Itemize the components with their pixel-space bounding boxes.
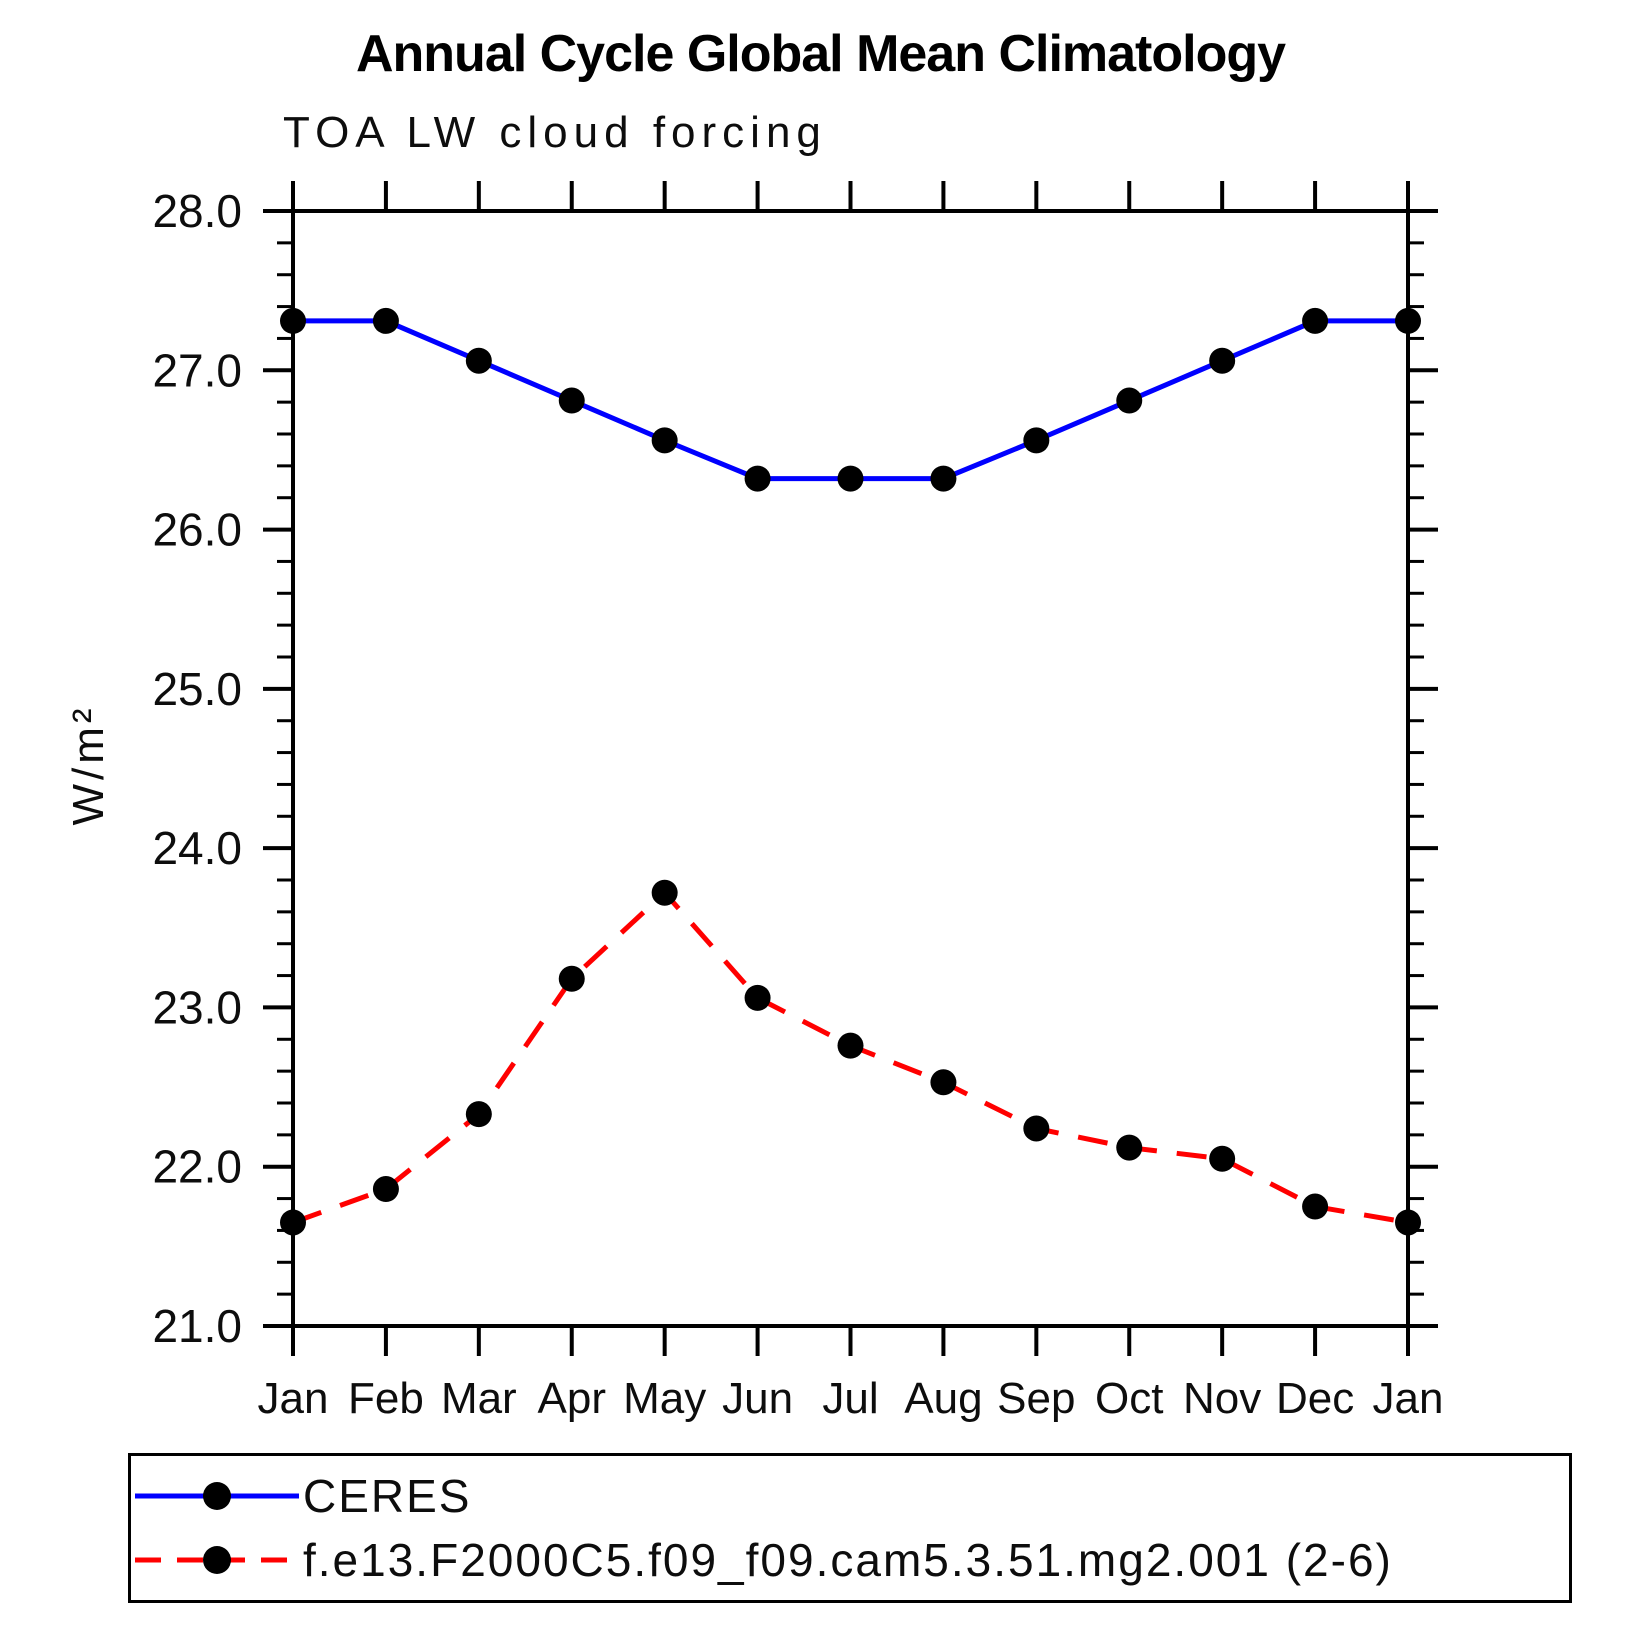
dashed-line-swatch-icon (135, 1546, 299, 1574)
data-point-dot (651, 427, 678, 454)
data-point-dot (1395, 307, 1421, 334)
x-tick-label: Jul (822, 1374, 878, 1423)
data-point-dot (837, 1032, 864, 1059)
x-tick-label: Mar (441, 1374, 517, 1423)
x-tick-label: Feb (348, 1374, 424, 1423)
x-tick-label: Sep (997, 1374, 1075, 1423)
legend-box: CERES f.e13.F2000C5.f09_f09.cam5.3.51.mg… (128, 1453, 1572, 1603)
data-point-dot (1302, 1193, 1329, 1220)
plot-frame (291, 209, 1410, 1328)
data-point-dot (930, 465, 957, 492)
y-tick-label: 24.0 (152, 822, 242, 874)
data-point-dot (280, 307, 306, 334)
data-point-dot (1395, 1209, 1421, 1236)
y-tick-label: 25.0 (152, 663, 242, 715)
data-point-dot (744, 984, 771, 1011)
solid-line-swatch-icon (135, 1482, 299, 1510)
data-point-dot (651, 879, 678, 906)
x-tick-label: Oct (1095, 1374, 1163, 1423)
data-point-dot (1116, 387, 1143, 414)
x-tick-label: May (623, 1374, 706, 1423)
x-tick-label: Nov (1183, 1374, 1261, 1423)
x-tick-label: Jan (1373, 1374, 1444, 1423)
data-point-dot (465, 347, 492, 374)
data-point-dot (1023, 1115, 1050, 1142)
x-tick-label: Jan (258, 1374, 329, 1423)
data-point-dot (1209, 1145, 1236, 1172)
data-point-dot (837, 465, 864, 492)
data-point-dot (558, 387, 585, 414)
data-point-dot (744, 465, 771, 492)
y-tick-label: 23.0 (152, 981, 242, 1033)
legend-label-ceres: CERES (303, 1470, 472, 1522)
x-tick-label: Jun (722, 1374, 793, 1423)
y-tick-label: 21.0 (152, 1300, 242, 1352)
legend-label-model: f.e13.F2000C5.f09_f09.cam5.3.51.mg2.001 … (303, 1534, 1393, 1586)
x-tick-label: Aug (904, 1374, 982, 1423)
data-point-dot (1209, 347, 1236, 374)
data-point-dot (280, 1209, 306, 1236)
data-point-dot (372, 1176, 399, 1203)
y-tick-label: 26.0 (152, 504, 242, 556)
chart-subtitle: TOA LW cloud forcing (283, 108, 827, 157)
y-tick-label: 22.0 (152, 1141, 242, 1193)
data-point-dot (1302, 307, 1329, 334)
legend-marker-dot (203, 1482, 231, 1510)
series-line-ceres (293, 318, 1408, 482)
legend-item-model: f.e13.F2000C5.f09_f09.cam5.3.51.mg2.001 … (131, 1528, 1569, 1592)
legend-marker-dot (203, 1546, 231, 1574)
data-point-dot (1116, 1134, 1143, 1161)
y-tick-label: 28.0 (152, 185, 242, 237)
chart-title: Annual Cycle Global Mean Climatology (355, 25, 1286, 83)
data-point-dot (465, 1101, 492, 1128)
data-point-dot (372, 307, 399, 334)
data-point-dot (558, 965, 585, 992)
legend-item-ceres: CERES (131, 1464, 1569, 1528)
x-tick-label: Dec (1276, 1374, 1354, 1423)
x-tick-label: Apr (538, 1374, 606, 1423)
y-tick-label: 27.0 (152, 344, 242, 396)
data-point-dot (1023, 427, 1050, 454)
data-point-dot (930, 1069, 957, 1096)
